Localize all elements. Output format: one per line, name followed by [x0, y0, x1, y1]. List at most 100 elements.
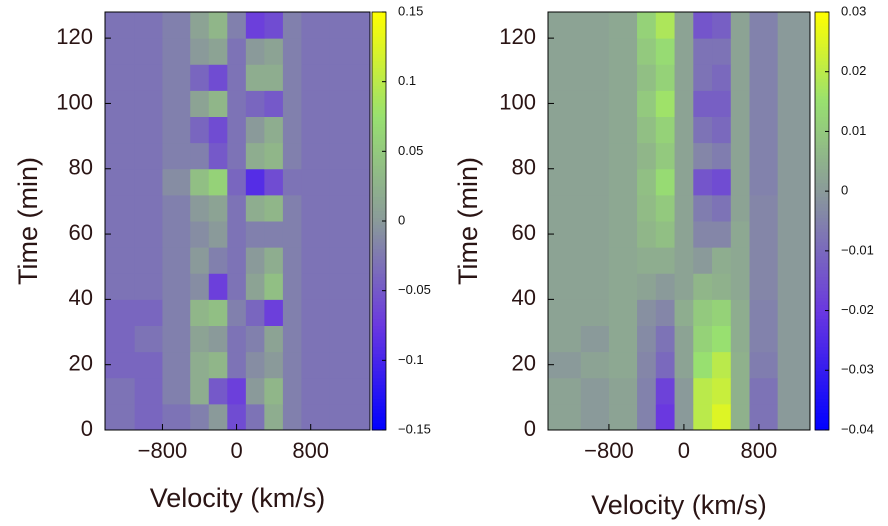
colorbar-segment [372, 57, 386, 62]
heatmap-cell [208, 299, 228, 326]
heatmap-cell [264, 168, 284, 196]
colorbar-segment [372, 217, 386, 222]
heatmap-cell [134, 38, 163, 65]
colorbar-segment [372, 210, 386, 215]
colorbar-segment [372, 360, 386, 365]
heatmap-cell [655, 377, 676, 405]
heatmap-cell [580, 90, 610, 117]
colorbar-segment [372, 398, 386, 403]
heatmap-cell [105, 38, 136, 65]
heatmap-cell [712, 325, 732, 353]
colorbar-segment [372, 315, 386, 320]
colorbar-segment [815, 182, 829, 187]
heatmap-cell [637, 142, 657, 170]
heatmap-cell [674, 351, 694, 379]
heatmap-cell [190, 403, 210, 431]
heatmap-cell [301, 247, 330, 274]
colorbar-segment [372, 207, 386, 212]
heatmap-cell [190, 221, 210, 248]
heatmap-cell [749, 351, 779, 379]
colorbar-segment [815, 18, 829, 23]
heatmap-cell [608, 64, 638, 91]
colorbar-segment [815, 241, 829, 246]
colorbar-segment [372, 318, 386, 323]
heatmap-cell [655, 142, 676, 170]
heatmap-cell [637, 273, 657, 300]
colorbar-segment [372, 325, 386, 330]
colorbar-segment [372, 109, 386, 114]
colorbar-segment [372, 133, 386, 138]
heatmap-cell [777, 38, 811, 65]
colorbar-tick-label: −0.04 [841, 421, 874, 436]
heatmap-cell [227, 38, 247, 65]
heatmap-cell [712, 247, 732, 274]
colorbar-segment [815, 172, 829, 177]
heatmap-cell [105, 12, 136, 39]
heatmap-cell [674, 377, 694, 405]
colorbar-segment [815, 99, 829, 104]
heatmap-cell [245, 90, 265, 117]
colorbar-segment [372, 81, 386, 86]
colorbar-segment [815, 189, 829, 194]
colorbar-segment [815, 133, 829, 138]
heatmap-cell [548, 142, 582, 170]
colorbar-segment [372, 231, 386, 236]
heatmap-cell [749, 403, 779, 431]
heatmap-cell [264, 299, 284, 326]
colorbar-segment [372, 259, 386, 264]
colorbar-segment [815, 36, 829, 41]
colorbar-segment [372, 426, 386, 431]
colorbar-segment [815, 405, 829, 410]
colorbar-tick-label: 0.01 [841, 123, 866, 138]
heatmap-cell [655, 299, 676, 326]
heatmap-cell [134, 90, 163, 117]
colorbar-segment [815, 297, 829, 302]
heatmap-cell [580, 299, 610, 326]
heatmap-cell [105, 194, 136, 222]
heatmap-cell [301, 351, 330, 379]
heatmap-cell [730, 116, 751, 144]
heatmap-cell [730, 273, 751, 300]
y-tick-label: 40 [512, 285, 536, 310]
heatmap-cell [264, 12, 284, 39]
heatmap-cell [105, 142, 136, 170]
colorbar-segment [372, 311, 386, 316]
heatmap-cell [301, 168, 330, 196]
colorbar-segment [372, 342, 386, 347]
heatmap-cell [749, 377, 779, 405]
colorbar-segment [815, 381, 829, 386]
heatmap-cell [693, 168, 713, 196]
heatmap-cell [162, 299, 191, 326]
colorbar-segment [372, 224, 386, 229]
colorbar-segment [372, 346, 386, 351]
heatmap-cell [190, 38, 210, 65]
colorbar-tick-label: 0 [398, 212, 405, 227]
colorbar-segment [372, 255, 386, 260]
heatmap-cell [105, 64, 136, 91]
colorbar-segment [815, 203, 829, 208]
colorbar-segment [815, 349, 829, 354]
heatmap-cell [162, 90, 191, 117]
colorbar-segment [372, 276, 386, 281]
heatmap-cell [637, 194, 657, 222]
colorbar-segment [372, 248, 386, 253]
heatmap-cell [608, 325, 638, 353]
colorbar-segment [815, 193, 829, 198]
heatmap-cell [580, 273, 610, 300]
heatmap-cell [227, 299, 247, 326]
heatmap-cell [245, 403, 265, 431]
heatmap-cell [637, 247, 657, 274]
colorbar-segment [815, 398, 829, 403]
colorbar-segment [815, 15, 829, 20]
colorbar-segment [372, 203, 386, 208]
colorbar-segment [372, 175, 386, 180]
heatmap-cell [282, 194, 302, 222]
heatmap-cell [329, 168, 371, 196]
colorbar-frame [814, 11, 830, 431]
colorbar-segment [815, 426, 829, 431]
heatmap-cell [162, 12, 191, 39]
colorbar-segment [815, 412, 829, 417]
colorbar-segment [372, 15, 386, 20]
heatmap-cell [162, 38, 191, 65]
colorbar-segment [372, 88, 386, 93]
